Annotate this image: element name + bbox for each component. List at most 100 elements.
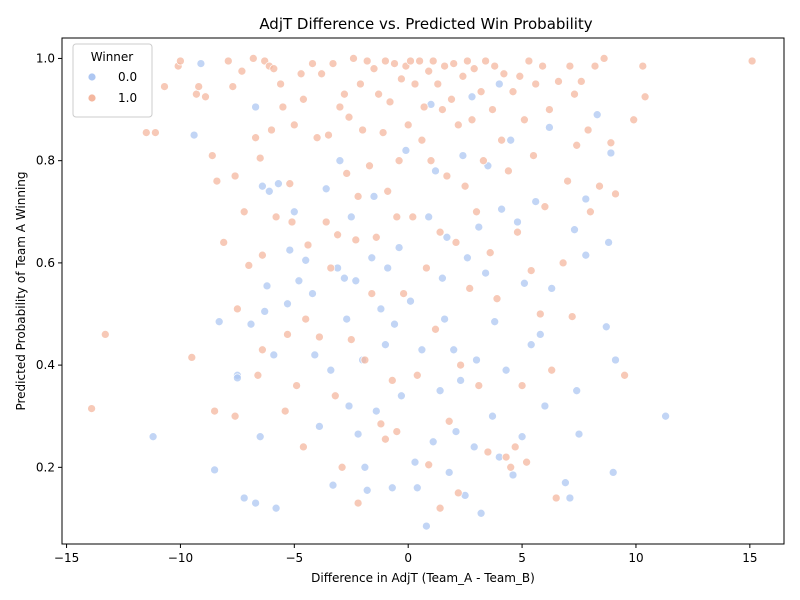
point-1.0-120 — [488, 105, 497, 114]
point-1.0-112 — [467, 115, 477, 125]
point-0.0-90 — [545, 123, 554, 132]
point-1.0-80 — [394, 156, 404, 166]
y-axis: 0.2 0.4 0.6 0.8 1.0 — [36, 51, 62, 474]
point-0.0-101 — [604, 238, 613, 247]
point-0.0-95 — [572, 386, 582, 396]
point-0.0-10 — [251, 498, 260, 508]
point-0.0-35 — [351, 276, 361, 286]
point-0.0-96 — [574, 429, 584, 439]
point-1.0-51 — [328, 59, 338, 68]
legend-label-1: 1.0 — [118, 91, 137, 105]
point-1.0-9 — [194, 82, 204, 91]
point-0.0-26 — [315, 422, 324, 431]
point-0.0-42 — [376, 304, 386, 314]
point-1.0-151 — [583, 125, 593, 135]
point-1.0-26 — [255, 153, 265, 163]
point-1.0-39 — [289, 120, 299, 130]
point-0.0-54 — [422, 521, 431, 531]
point-0.0-94 — [570, 225, 579, 235]
point-1.0-64 — [358, 125, 367, 135]
point-0.0-18 — [274, 179, 283, 189]
point-0.0-50 — [406, 296, 415, 306]
point-0.0-63 — [449, 345, 459, 355]
y-tick-label-1: 0.4 — [36, 358, 55, 372]
point-1.0-8 — [192, 89, 201, 99]
point-1.0-141 — [547, 365, 557, 375]
point-0.0-0 — [148, 432, 158, 442]
point-1.0-136 — [531, 79, 541, 89]
point-0.0-68 — [463, 253, 472, 263]
point-1.0-49 — [321, 217, 331, 227]
point-0.0-52 — [412, 483, 422, 493]
x-tick-label-3: 0 — [404, 551, 412, 565]
point-0.0-7 — [239, 493, 249, 503]
point-1.0-105 — [451, 238, 461, 247]
point-1.0-81 — [397, 74, 406, 84]
point-1.0-170 — [381, 434, 390, 444]
point-1.0-87 — [410, 79, 420, 89]
point-1.0-47 — [315, 332, 324, 342]
point-1.0-90 — [417, 135, 427, 145]
point-1.0-0 — [87, 404, 96, 413]
point-0.0-13 — [260, 307, 270, 316]
x-axis-label: Difference in AdjT (Team_A - Team_B) — [311, 571, 535, 585]
point-0.0-34 — [346, 212, 356, 222]
point-1.0-4 — [160, 82, 169, 91]
point-1.0-60 — [349, 54, 358, 63]
point-1.0-143 — [554, 77, 563, 86]
point-0.0-53 — [417, 345, 427, 355]
point-1.0-3 — [151, 128, 160, 137]
point-1.0-54 — [335, 102, 345, 112]
point-1.0-48 — [317, 69, 326, 79]
point-0.0-1 — [189, 130, 199, 140]
point-0.0-71 — [472, 355, 481, 365]
point-1.0-114 — [472, 207, 481, 217]
point-1.0-84 — [403, 120, 413, 130]
point-1.0-89 — [415, 56, 424, 66]
point-1.0-69 — [369, 64, 379, 74]
point-0.0-27 — [321, 184, 331, 194]
point-0.0-11 — [255, 432, 265, 442]
point-1.0-62 — [353, 192, 363, 201]
legend-marker-1 — [87, 93, 97, 103]
point-1.0-164 — [326, 263, 336, 273]
point-0.0-41 — [371, 406, 381, 416]
point-1.0-99 — [438, 105, 447, 114]
point-0.0-73 — [476, 508, 486, 518]
point-1.0-140 — [545, 105, 554, 114]
point-0.0-12 — [258, 181, 267, 191]
point-0.0-24 — [308, 289, 317, 298]
y-tick-label-3: 0.8 — [36, 154, 55, 168]
point-0.0-98 — [581, 250, 591, 260]
point-1.0-20 — [237, 66, 247, 76]
legend-label-0: 0.0 — [118, 70, 137, 84]
point-1.0-163 — [287, 217, 297, 227]
point-1.0-61 — [351, 235, 361, 245]
point-1.0-131 — [517, 381, 527, 390]
point-1.0-137 — [535, 309, 545, 319]
point-1.0-71 — [374, 89, 383, 99]
point-0.0-49 — [401, 146, 411, 155]
point-0.0-79 — [497, 204, 506, 214]
point-1.0-146 — [565, 61, 575, 71]
point-0.0-106 — [342, 314, 352, 324]
point-0.0-32 — [340, 273, 349, 283]
point-1.0-2 — [141, 128, 151, 137]
point-1.0-45 — [308, 59, 317, 68]
legend-title: Winner — [91, 50, 134, 64]
point-1.0-111 — [465, 284, 475, 293]
point-0.0-80 — [501, 365, 511, 375]
point-0.0-88 — [535, 330, 545, 339]
point-0.0-9 — [251, 102, 260, 112]
point-1.0-95 — [428, 56, 438, 66]
point-1.0-147 — [567, 312, 577, 321]
point-1.0-31 — [267, 125, 276, 135]
point-1.0-153 — [590, 61, 600, 71]
point-0.0-99 — [592, 110, 602, 120]
point-0.0-17 — [271, 503, 281, 513]
point-0.0-40 — [369, 192, 379, 201]
point-1.0-38 — [285, 179, 295, 189]
point-1.0-75 — [383, 186, 393, 196]
point-1.0-116 — [476, 87, 486, 97]
point-0.0-45 — [387, 483, 397, 493]
